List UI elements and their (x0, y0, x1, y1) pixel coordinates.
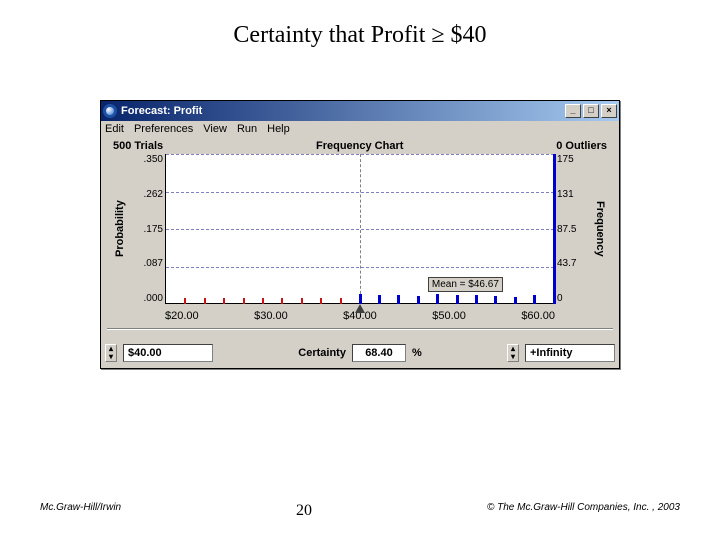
yr-tick: 175 (557, 154, 589, 165)
low-spinner[interactable]: ▴▾ (105, 344, 117, 362)
y-axis-right-ticks: 175 131 87.5 43.7 0 (555, 154, 591, 304)
minimize-button[interactable]: _ (565, 104, 581, 118)
titlebar: Forecast: Profit _ □ × (101, 101, 619, 121)
page-number: 20 (296, 502, 312, 520)
mean-label-box: Mean = $46.67 (428, 277, 503, 292)
excluded-tick (262, 298, 264, 304)
menu-bar: Edit Preferences View Run Help (101, 121, 619, 137)
excluded-tick (204, 298, 206, 304)
frequency-bar (359, 294, 362, 304)
y-axis-right-label: Frequency (591, 154, 609, 304)
frequency-bar (397, 295, 400, 304)
y-axis-left-label: Probability (111, 154, 129, 304)
slide-title: Certainty that Profit ≥ $40 (0, 0, 720, 59)
yr-tick: 43.7 (557, 258, 589, 269)
frequency-chart: Mean = $46.67 (165, 154, 555, 304)
menu-edit[interactable]: Edit (105, 123, 124, 135)
certainty-field[interactable]: 68.40 (352, 344, 406, 362)
trials-label: 500 Trials (113, 140, 163, 152)
frequency-bar (456, 295, 459, 304)
excluded-tick (281, 298, 283, 304)
app-icon (103, 104, 117, 118)
controls-divider (107, 328, 613, 330)
high-spinner[interactable]: ▴▾ (507, 344, 519, 362)
yr-tick: 131 (557, 189, 589, 200)
frequency-bar (553, 154, 556, 304)
yl-tick: .175 (131, 224, 163, 235)
x-tick: $30.00 (254, 310, 288, 322)
frequency-bar (378, 295, 381, 304)
close-button[interactable]: × (601, 104, 617, 118)
range-slider-handle[interactable] (355, 304, 365, 313)
excluded-tick (223, 298, 225, 304)
yl-tick: .350 (131, 154, 163, 165)
yr-tick: 87.5 (557, 224, 589, 235)
menu-view[interactable]: View (203, 123, 227, 135)
menu-run[interactable]: Run (237, 123, 257, 135)
x-tick: $20.00 (165, 310, 199, 322)
footer-left: Mc.Graw-Hill/Irwin (40, 502, 121, 520)
excluded-tick (243, 298, 245, 304)
frequency-bar (417, 296, 420, 304)
excluded-tick (184, 298, 186, 304)
maximize-button[interactable]: □ (583, 104, 599, 118)
forecast-window: Forecast: Profit _ □ × Edit Preferences … (100, 100, 620, 369)
frequency-bar (475, 295, 478, 304)
frequency-bar (494, 296, 497, 304)
y-axis-left-ticks: .350 .262 .175 .087 .000 (129, 154, 165, 304)
yl-tick: .087 (131, 258, 163, 269)
percent-label: % (412, 347, 422, 359)
chart-title: Frequency Chart (316, 140, 403, 152)
outliers-label: 0 Outliers (556, 140, 607, 152)
yl-tick: .000 (131, 293, 163, 304)
frequency-bar (436, 294, 439, 304)
yr-tick: 0 (557, 293, 589, 304)
yl-tick: .262 (131, 189, 163, 200)
x-tick: $60.00 (521, 310, 555, 322)
frequency-bar (533, 295, 536, 304)
menu-preferences[interactable]: Preferences (134, 123, 193, 135)
high-bound-field[interactable]: +Infinity (525, 344, 615, 362)
menu-help[interactable]: Help (267, 123, 290, 135)
excluded-tick (320, 298, 322, 304)
threshold-line (360, 154, 361, 304)
footer-right: © The Mc.Graw-Hill Companies, Inc. , 200… (487, 502, 680, 520)
certainty-label: Certainty (298, 347, 346, 359)
window-title: Forecast: Profit (121, 105, 202, 117)
excluded-tick (301, 298, 303, 304)
excluded-tick (340, 298, 342, 304)
low-bound-field[interactable]: $40.00 (123, 344, 213, 362)
frequency-bar (514, 297, 517, 304)
x-tick: $50.00 (432, 310, 466, 322)
